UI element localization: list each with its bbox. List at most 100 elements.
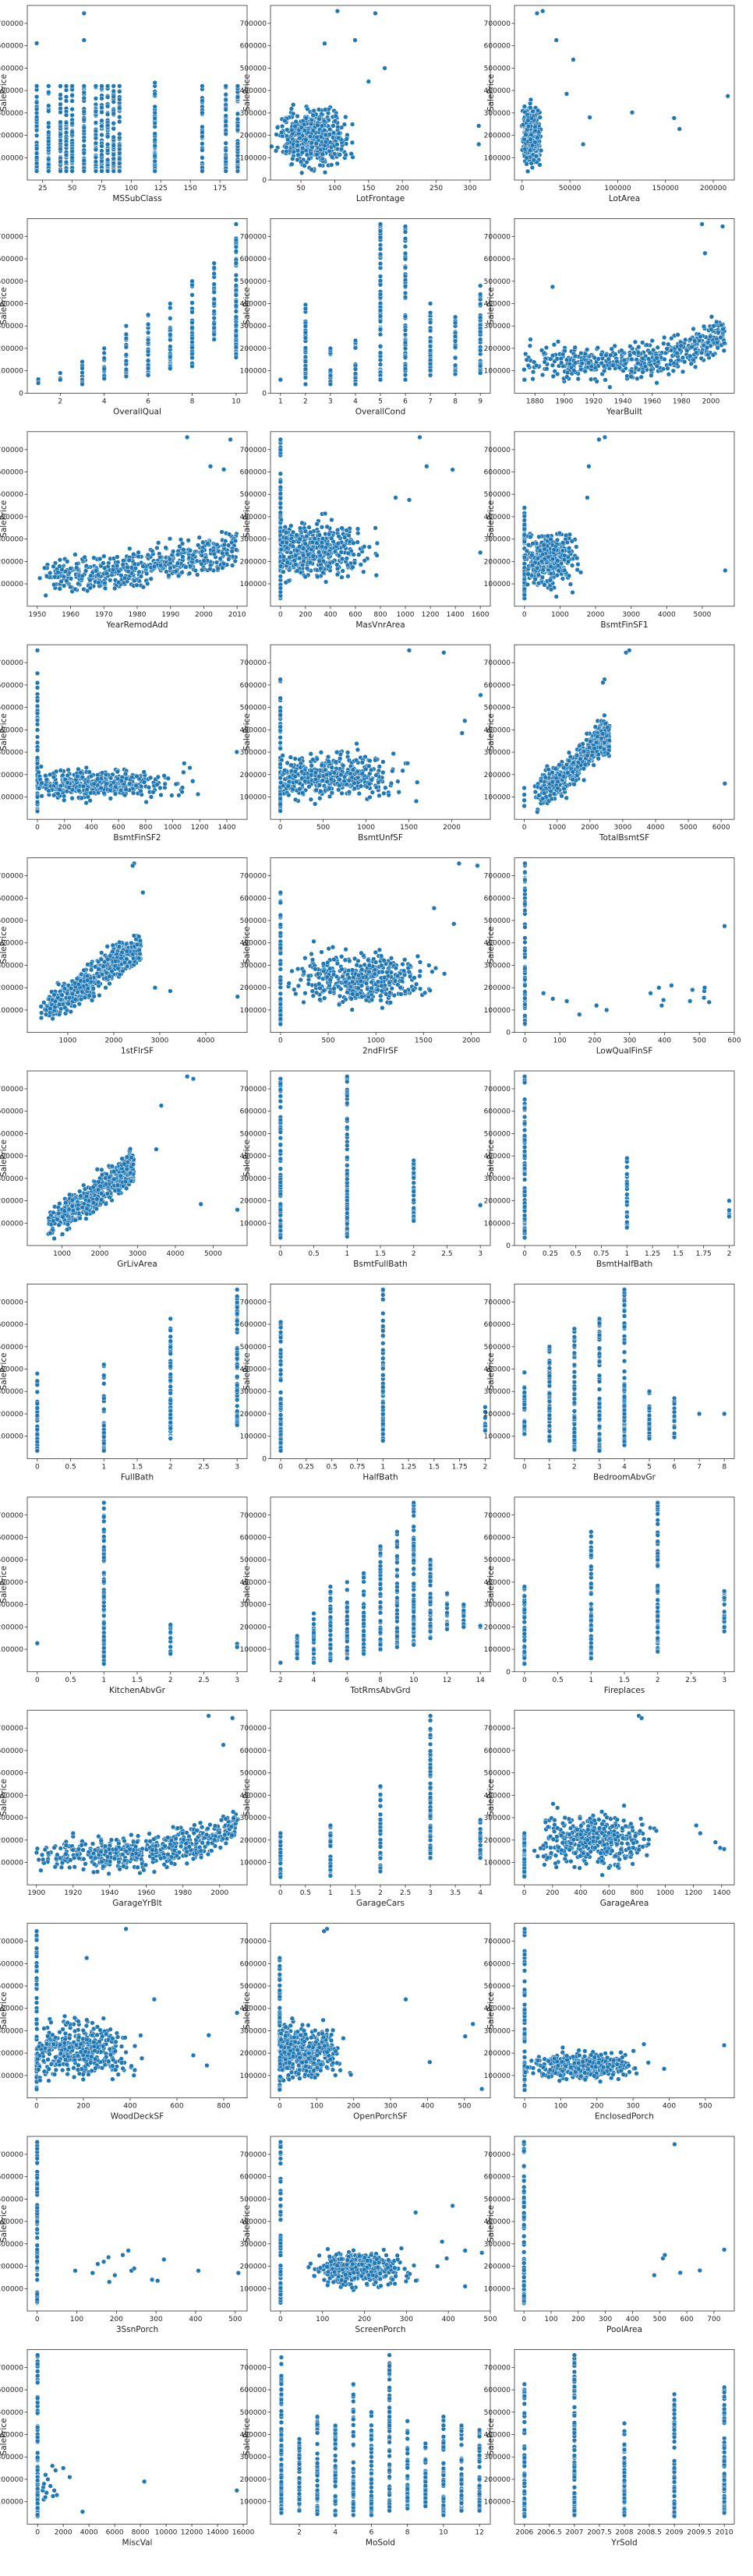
data-point [319,525,325,530]
plot-frame [270,431,491,607]
data-point [633,365,638,371]
data-point [297,536,302,542]
data-point [63,152,69,157]
data-point [337,152,343,157]
data-point [427,361,433,367]
points [519,9,730,174]
y-axis-label: SalePrice [486,74,496,111]
data-point [427,373,433,378]
data-point [117,89,122,94]
data-point [34,94,40,100]
data-point [187,548,193,553]
data-point [680,355,686,361]
data-point [273,148,279,154]
data-point [200,134,205,140]
y-tick-label: 700000 [0,233,23,241]
data-point [560,576,566,581]
data-point [551,342,557,348]
data-point [377,308,384,313]
data-point [603,377,608,383]
x-tick-label: 1970 [95,611,113,619]
data-point [334,566,341,571]
scatter-plot-bsmtfinsf1: 0 1000 2000 3000 4000 50001000002000003000004… [484,431,735,630]
data-point [63,112,69,118]
x-tick-label: 5 [378,398,383,405]
data-point [233,237,239,243]
data-point [553,594,559,599]
data-point [624,373,630,379]
y-tick-label: 500000 [0,65,23,72]
data-point [314,540,320,546]
x-tick-label: 8 [453,398,458,405]
data-point [83,563,89,569]
data-point [93,96,99,101]
data-point [402,377,408,383]
data-point [88,573,94,578]
data-point [151,564,157,569]
y-tick-label: 200000 [484,345,511,353]
data-point [293,118,299,125]
data-point [521,514,527,519]
data-point [661,341,666,346]
data-point [558,356,564,362]
data-point [684,348,690,354]
data-point [537,548,543,553]
y-tick-label: 200000 [240,133,267,140]
data-point [352,37,358,43]
data-point [118,573,124,578]
data-point [99,158,104,164]
data-point [427,301,433,306]
data-point [189,363,195,369]
x-tick-label: 100 [125,185,138,193]
data-point [525,168,531,174]
data-point [291,539,296,545]
data-point [720,327,726,332]
data-point [344,556,349,561]
data-point [46,90,51,95]
y-tick-label: 600000 [240,468,267,476]
data-point [355,539,360,545]
x-tick-label: 100 [328,185,341,193]
y-tick-label: 500000 [484,65,511,72]
data-point [145,581,150,587]
data-point [123,323,129,329]
data-point [99,123,104,129]
data-point [99,118,104,123]
data-point [132,578,137,584]
data-point [285,127,290,133]
data-point [152,91,157,97]
data-point [478,348,483,353]
data-point [58,147,63,152]
data-point [140,564,146,569]
data-point [579,361,585,366]
data-point [556,568,561,574]
data-point [152,131,157,136]
data-point [233,292,239,298]
data-point [34,83,40,89]
x-tick-label: 1200 [422,611,440,619]
data-point [530,376,536,382]
data-point [278,436,283,443]
data-point [529,164,536,171]
x-tick-label: 2000 [587,611,605,619]
y-tick-label: 100000 [0,368,23,376]
data-point [232,558,238,564]
data-point [200,83,205,89]
data-point [81,83,87,89]
data-point [280,539,285,546]
data-point [302,366,309,372]
data-point [377,350,384,355]
data-point [524,155,529,161]
x-tick-label: 200000 [700,185,727,193]
data-point [344,528,349,533]
data-point [104,94,111,100]
data-point [228,436,233,443]
data-point [670,368,676,373]
data-point [34,727,41,733]
data-point [561,557,567,563]
y-tick-label: 500000 [0,278,23,286]
x-tick-label: 1990 [161,611,179,619]
x-tick-label: 5000 [693,611,711,619]
data-point [596,436,602,443]
